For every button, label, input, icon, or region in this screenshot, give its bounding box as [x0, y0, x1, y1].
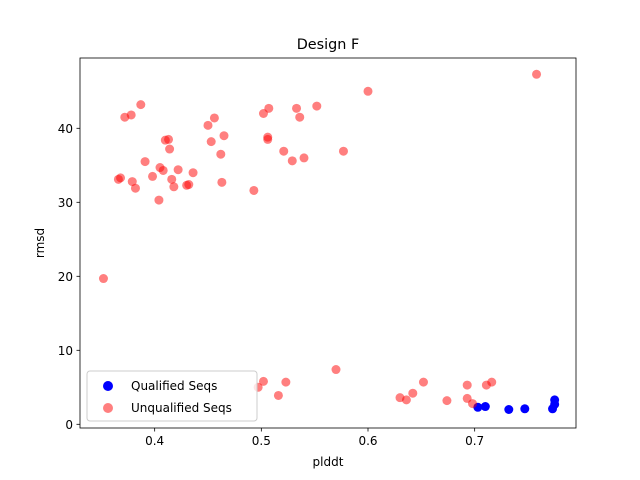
- scatter-point: [165, 144, 175, 154]
- series-1: [98, 69, 542, 409]
- x-tick-label: 0.6: [358, 434, 377, 448]
- scatter-point: [279, 146, 289, 156]
- scatter-point: [312, 101, 322, 111]
- scatter-point: [487, 377, 497, 387]
- legend-marker-unqualified: [103, 403, 113, 413]
- scatter-point: [442, 396, 452, 406]
- scatter-point: [148, 171, 158, 181]
- axis-ticks: 0.4 0.5 0.6 0.7 0 10 20 30 40: [58, 122, 484, 448]
- y-tick-label: 40: [58, 122, 73, 136]
- scatter-point: [418, 377, 428, 387]
- x-axis-label: plddt: [313, 455, 344, 469]
- scatter-point: [258, 376, 268, 386]
- legend-label-qualified: Qualified Seqs: [131, 379, 217, 393]
- plot-frame: [79, 57, 577, 429]
- scatter-point: [281, 377, 291, 387]
- y-tick-label: 20: [58, 270, 73, 284]
- scatter-point: [273, 390, 283, 400]
- scatter-point: [363, 86, 373, 96]
- legend-label-unqualified: Unqualified Seqs: [131, 401, 232, 415]
- scatter-point: [520, 404, 530, 414]
- data-points: [98, 69, 560, 414]
- scatter-point: [292, 103, 302, 113]
- scatter-point: [136, 100, 146, 110]
- scatter-point: [217, 177, 227, 187]
- scatter-point: [98, 274, 108, 284]
- scatter-point: [264, 103, 274, 113]
- legend: Qualified Seqs Unqualified Seqs: [86, 370, 258, 422]
- scatter-point: [287, 156, 297, 166]
- scatter-point: [408, 388, 418, 398]
- y-axis-label: rmsd: [33, 228, 47, 258]
- scatter-point: [203, 120, 213, 130]
- scatter-point: [154, 195, 164, 205]
- scatter-point: [173, 165, 183, 175]
- scatter-point: [468, 399, 478, 409]
- scatter-point: [126, 110, 136, 120]
- x-tick-label: 0.4: [145, 434, 164, 448]
- scatter-point: [219, 131, 229, 141]
- scatter-point: [184, 180, 194, 190]
- y-tick-label: 0: [65, 418, 73, 432]
- scatter-point: [188, 168, 198, 178]
- scatter-point: [130, 183, 140, 193]
- y-tick-label: 30: [58, 196, 73, 210]
- legend-marker-qualified: [103, 381, 113, 391]
- scatter-point: [532, 69, 542, 79]
- scatter-point: [249, 185, 259, 195]
- scatter-point: [295, 112, 305, 122]
- scatter-point: [550, 399, 560, 409]
- scatter-point: [263, 134, 273, 144]
- scatter-point: [480, 402, 490, 412]
- scatter-point: [167, 174, 177, 184]
- scatter-point: [299, 153, 309, 163]
- scatter-point: [169, 182, 179, 192]
- legend-box: [86, 370, 258, 422]
- scatter-point: [158, 165, 168, 175]
- scatter-point: [206, 137, 216, 147]
- scatter-point: [401, 395, 411, 405]
- scatter-point: [331, 365, 341, 375]
- scatter-point: [116, 173, 126, 183]
- x-tick-label: 0.7: [465, 434, 484, 448]
- scatter-point: [127, 177, 137, 187]
- scatter-point: [338, 146, 348, 156]
- x-tick-label: 0.5: [252, 434, 271, 448]
- y-tick-label: 10: [58, 344, 73, 358]
- scatter-point: [462, 380, 472, 390]
- scatter-point: [209, 113, 219, 123]
- scatter-point: [216, 149, 226, 159]
- scatter-point: [504, 405, 514, 414]
- chart-title: Design F: [297, 37, 360, 53]
- scatter-point: [140, 157, 150, 167]
- scatter-point: [164, 134, 174, 144]
